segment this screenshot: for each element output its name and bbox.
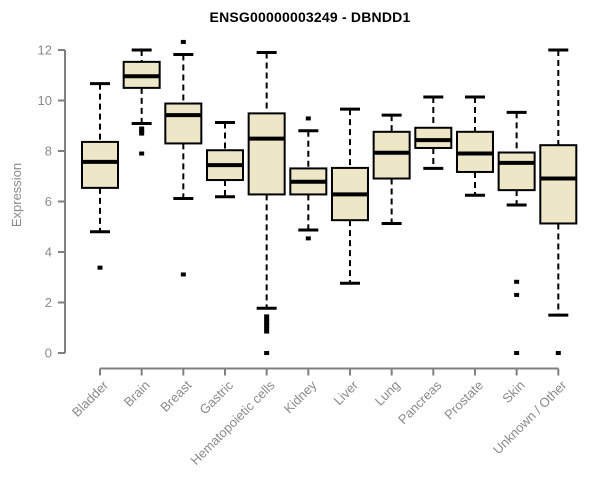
outlier-hematopoietic-cells — [264, 326, 270, 331]
x-tick-label-pancreas: Pancreas — [395, 377, 445, 427]
outlier-brain — [139, 151, 145, 156]
outlier-skin — [514, 351, 520, 355]
y-tick-label: 2 — [45, 295, 52, 310]
x-tick-label-brain: Brain — [121, 378, 153, 410]
outlier-bladder — [97, 265, 103, 270]
outlier-skin — [514, 292, 520, 297]
outlier-brain — [139, 126, 145, 131]
box-bladder — [81, 140, 119, 189]
x-tick-label-lung: Lung — [372, 378, 403, 409]
outlier-hematopoietic-cells — [264, 314, 270, 319]
box-unknown-other — [539, 144, 578, 225]
box-pancreas — [414, 126, 453, 149]
outlier-unknown-other — [555, 351, 561, 355]
outlier-hematopoietic-cells — [264, 317, 270, 322]
chart-title: ENSG00000003249 - DBNDD1 — [209, 9, 411, 25]
x-tick-label-skin: Skin — [499, 378, 527, 406]
y-tick-label: 8 — [45, 144, 52, 159]
box-skin — [497, 151, 536, 192]
outlier-breast — [180, 39, 186, 44]
outlier-skin — [514, 279, 520, 284]
x-tick-label-gastric: Gastric — [196, 377, 236, 417]
y-tick-label: 6 — [45, 194, 52, 209]
outlier-breast — [180, 272, 186, 277]
y-tick-label: 0 — [45, 346, 52, 361]
outlier-hematopoietic-cells — [264, 320, 270, 325]
outlier-brain — [139, 129, 145, 134]
outlier-kidney — [305, 116, 311, 121]
x-tick-label-bladder: Bladder — [69, 377, 112, 420]
x-tick-label-unknown-other: Unknown / Other — [490, 377, 570, 457]
outlier-hematopoietic-cells — [264, 329, 270, 334]
box-lung — [372, 130, 411, 180]
outlier-hematopoietic-cells — [264, 323, 270, 328]
x-tick-label-kidney: Kidney — [281, 377, 320, 416]
outlier-brain — [139, 131, 145, 136]
y-tick-label: 12 — [38, 43, 52, 58]
outlier-kidney — [305, 236, 311, 241]
y-axis-label: Expression — [9, 162, 24, 228]
x-tick-label-prostate: Prostate — [441, 378, 486, 423]
box-breast — [164, 102, 203, 145]
x-tick-label-breast: Breast — [157, 377, 194, 414]
box-hematopoietic-cells — [247, 112, 286, 196]
outlier-hematopoietic-cells — [264, 351, 270, 355]
y-tick-label: 10 — [38, 93, 52, 108]
x-tick-label-liver: Liver — [331, 377, 362, 408]
y-tick-label: 4 — [45, 245, 52, 260]
